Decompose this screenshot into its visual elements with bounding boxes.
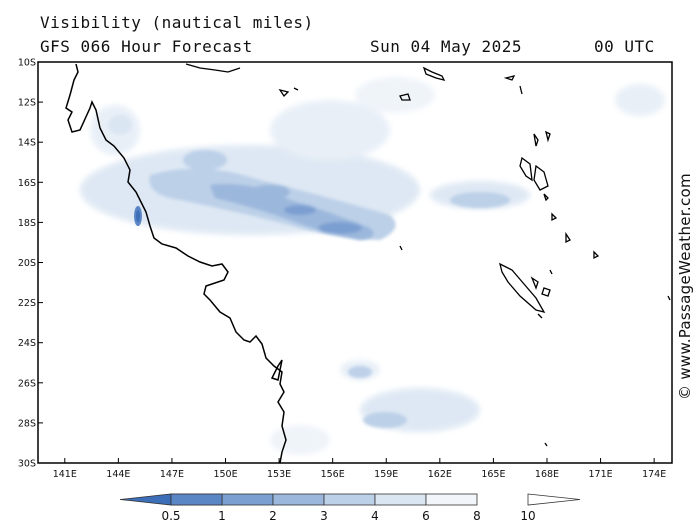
lon-tick-label: 147E xyxy=(160,469,184,480)
lat-tick-label: 18S xyxy=(18,218,36,229)
legend-label: 6 xyxy=(422,509,430,523)
islands xyxy=(185,63,671,447)
legend-swatch xyxy=(374,493,427,506)
lat-tick-label: 14S xyxy=(18,138,36,149)
legend-swatch xyxy=(323,493,376,506)
legend-swatch xyxy=(272,493,325,506)
legend-swatch xyxy=(170,493,223,506)
lat-tick-label: 16S xyxy=(18,178,36,189)
coastline xyxy=(65,63,287,463)
legend-swatch xyxy=(527,493,581,506)
legend-label: 4 xyxy=(371,509,379,523)
latitude-axis: 10S 12S 14S 16S 18S 20S 22S 24S 26S 28S 30S xyxy=(18,58,43,470)
lon-tick-label: 168E xyxy=(535,469,559,480)
lon-tick-label: 174E xyxy=(642,469,666,480)
legend-label: 10 xyxy=(520,509,535,523)
lat-tick-label: 22S xyxy=(18,298,36,309)
legend-label: 1 xyxy=(218,509,226,523)
legend-swatch xyxy=(425,493,478,506)
lat-tick-label: 28S xyxy=(18,418,36,429)
lon-tick-label: 141E xyxy=(53,469,77,480)
legend-label: 0.5 xyxy=(161,509,180,523)
visibility-shading xyxy=(80,77,665,455)
forecast-time: 00 UTC xyxy=(594,37,655,56)
lat-tick-label: 12S xyxy=(18,98,36,109)
lon-tick-label: 162E xyxy=(428,469,452,480)
lon-tick-label: 144E xyxy=(106,469,130,480)
legend-label: 2 xyxy=(269,509,277,523)
lat-tick-label: 26S xyxy=(18,378,36,389)
legend-swatch xyxy=(221,493,274,506)
legend-swatch xyxy=(119,493,172,506)
lat-tick-label: 10S xyxy=(18,58,36,69)
lat-tick-label: 24S xyxy=(18,338,36,349)
forecast-label: GFS 066 Hour Forecast xyxy=(40,37,253,56)
visibility-legend: 0.5 1 2 3 4 6 8 10 xyxy=(119,493,581,523)
lon-tick-label: 159E xyxy=(374,469,398,480)
longitude-axis: 141E 144E 147E 150E 153E 156E 159E 162E 165E 168E… xyxy=(53,458,666,480)
map-title: Visibility (nautical miles) xyxy=(40,13,314,32)
legend-label: 3 xyxy=(320,509,328,523)
forecast-date: Sun 04 May 2025 xyxy=(370,37,522,56)
legend-label: 8 xyxy=(473,509,481,523)
lat-tick-label: 30S xyxy=(18,459,36,470)
lat-tick-label: 20S xyxy=(18,258,36,269)
lon-tick-label: 171E xyxy=(588,469,612,480)
lon-tick-label: 156E xyxy=(321,469,345,480)
lon-tick-label: 150E xyxy=(213,469,237,480)
lon-tick-label: 165E xyxy=(481,469,505,480)
lon-tick-label: 153E xyxy=(267,469,291,480)
